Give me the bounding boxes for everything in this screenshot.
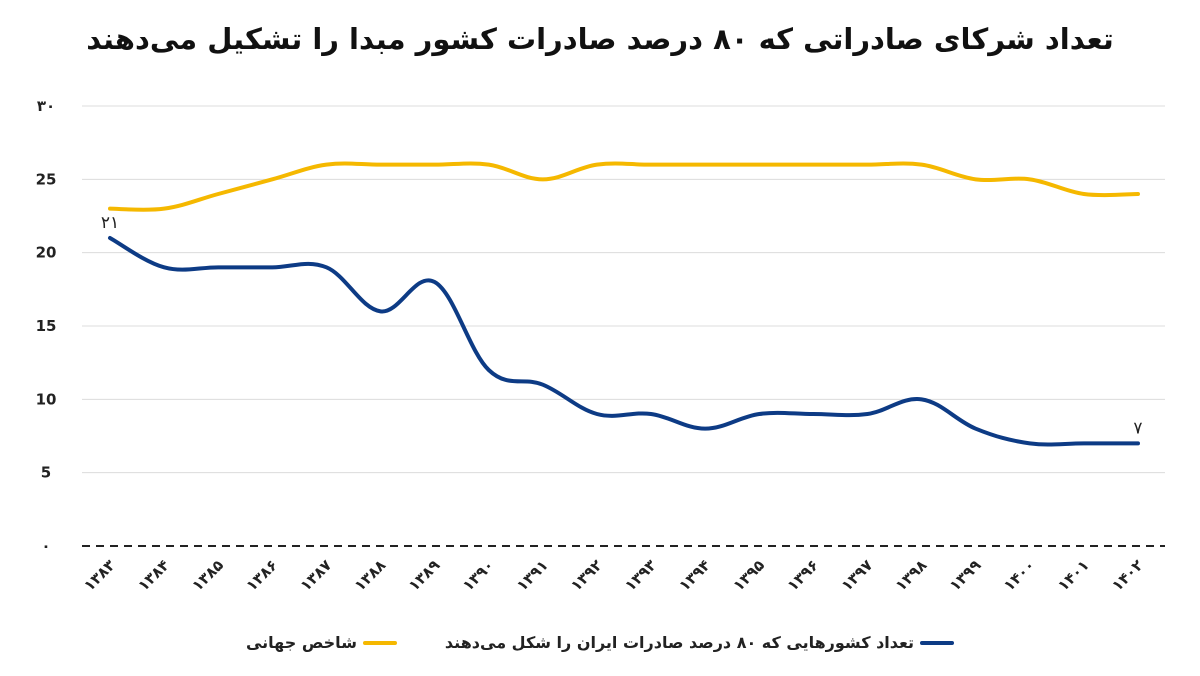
x-tick-label: ۱۳۹۰ xyxy=(459,556,498,595)
y-tick-label: 10 xyxy=(36,390,57,408)
legend: تعداد کشورهایی که ۸۰ درصد صادرات ایران ر… xyxy=(0,633,1200,652)
x-tick-label: ۱۳۹۵ xyxy=(729,556,768,595)
y-axis-ticks: ۰ 5 10 15 20 25 ۳۰ xyxy=(36,97,57,555)
x-tick-label: ۱۳۸۶ xyxy=(243,556,282,595)
chart-title: تعداد شرکای صادراتی که ۸۰ درصد صادرات کش… xyxy=(86,22,1114,56)
gridlines xyxy=(82,105,1165,547)
legend-swatch-0 xyxy=(920,640,955,645)
x-tick-label: ۱۳۸۴ xyxy=(134,556,173,595)
series-line-1 xyxy=(108,161,1140,212)
x-tick-label: ۱۳۹۳ xyxy=(621,556,660,595)
legend-item-0: تعداد کشورهایی که ۸۰ درصد صادرات ایران ر… xyxy=(444,633,955,652)
x-tick-label: ۱۳۸۵ xyxy=(188,556,227,595)
series-lines xyxy=(108,161,1140,447)
x-tick-label: ۱۳۹۶ xyxy=(784,556,823,595)
y-tick-label: 15 xyxy=(36,317,57,335)
series-line-0 xyxy=(108,236,1140,447)
data-label: ۲۱ xyxy=(101,213,119,233)
x-tick-label: ۱۳۸۳ xyxy=(80,556,119,595)
y-tick-label: 5 xyxy=(41,464,51,482)
x-tick-label: ۱۳۹۲ xyxy=(567,556,606,595)
x-tick-label: ۱۴۰۱ xyxy=(1054,556,1093,595)
x-tick-label: ۱۳۹۹ xyxy=(946,556,985,595)
data-label: ۷ xyxy=(1133,418,1142,438)
x-tick-label: ۱۴۰۰ xyxy=(1000,556,1039,595)
y-tick-label: ۰ xyxy=(41,537,50,555)
x-tick-label: ۱۳۸۸ xyxy=(351,556,390,595)
x-tick-label: ۱۳۸۷ xyxy=(297,556,336,595)
legend-label-0: تعداد کشورهایی که ۸۰ درصد صادرات ایران ر… xyxy=(444,633,915,652)
legend-swatch-1 xyxy=(362,640,397,645)
data-labels: ۲۱ ۷ xyxy=(101,213,1143,438)
y-tick-label: 20 xyxy=(36,244,57,262)
x-tick-label: ۱۳۹۴ xyxy=(675,556,714,595)
y-tick-label: ۳۰ xyxy=(37,97,55,115)
legend-label-1: شاخص جهانی xyxy=(245,633,357,652)
x-tick-label: ۱۴۰۲ xyxy=(1108,556,1147,595)
x-tick-label: ۱۳۹۸ xyxy=(892,556,931,595)
x-tick-label: ۱۳۹۷ xyxy=(838,556,877,595)
x-axis-ticks: ۱۳۸۳ ۱۳۸۴ ۱۳۸۵ ۱۳۸۶ ۱۳۸۷ ۱۳۸۸ ۱۳۸۹ ۱۳۹۰ ۱۳۹۱ ۱۳۹۲… xyxy=(80,556,1147,595)
x-tick-label: ۱۳۹۱ xyxy=(513,556,552,595)
x-tick-label: ۱۳۸۹ xyxy=(405,556,444,595)
legend-item-1: شاخص جهانی xyxy=(246,633,397,652)
y-tick-label: 25 xyxy=(36,170,57,188)
